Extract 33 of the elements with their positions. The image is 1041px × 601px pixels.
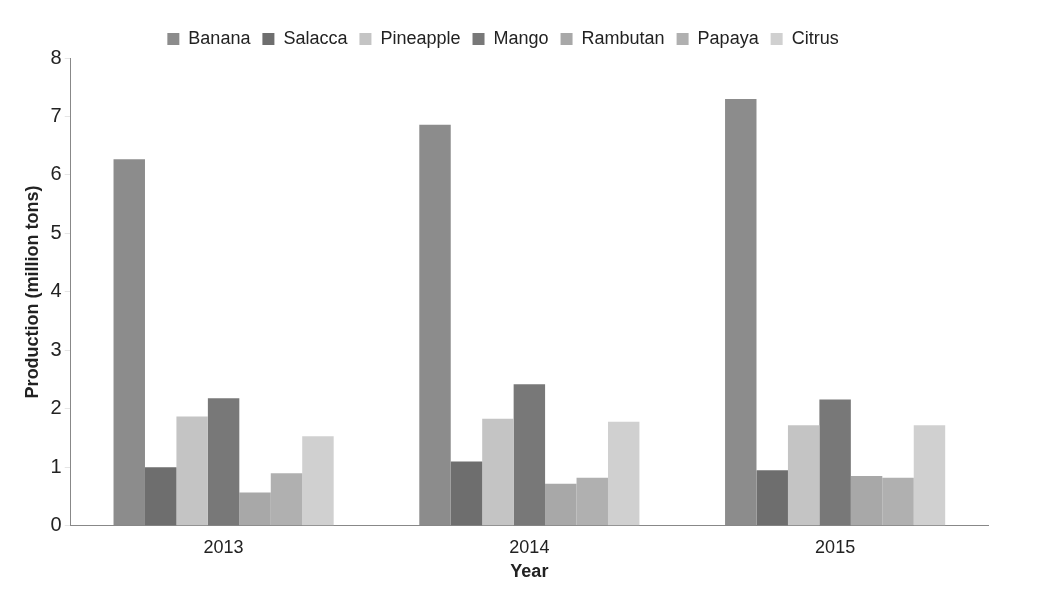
y-tick-label: 1 [50, 454, 62, 477]
legend-label: Rambutan [581, 27, 665, 48]
bar [913, 425, 946, 526]
x-axis-title: Year [510, 561, 549, 582]
legend-label: Papaya [697, 27, 760, 48]
x-tick-label: 2014 [509, 536, 550, 557]
legend-label: Salacca [283, 27, 349, 48]
x-tick-label: 2015 [815, 536, 856, 557]
legend-label: Citrus [791, 27, 839, 48]
x-tick-label: 2013 [203, 536, 244, 557]
y-tick-label: 8 [50, 45, 62, 68]
bar [756, 470, 788, 526]
bar [607, 421, 640, 526]
legend-label: Pineapple [380, 27, 461, 48]
bar [207, 398, 240, 526]
bar [144, 467, 177, 526]
bar [302, 436, 334, 526]
y-tick-label: 4 [50, 279, 62, 302]
y-tick-label: 0 [50, 513, 62, 536]
legend-label: Mango [493, 27, 549, 48]
bar [450, 461, 483, 526]
y-tick-label: 2 [50, 396, 62, 419]
bar [513, 384, 546, 526]
y-tick-label: 3 [50, 337, 62, 360]
legend-label: Banana [188, 27, 252, 48]
bar [482, 418, 514, 526]
bar [176, 416, 208, 526]
bar [787, 425, 820, 526]
y-axis-title: Production (million tons) [21, 185, 42, 399]
y-tick-label: 7 [50, 103, 62, 126]
y-tick-label: 5 [50, 220, 62, 243]
bar [819, 399, 851, 526]
y-tick-label: 6 [50, 162, 62, 185]
